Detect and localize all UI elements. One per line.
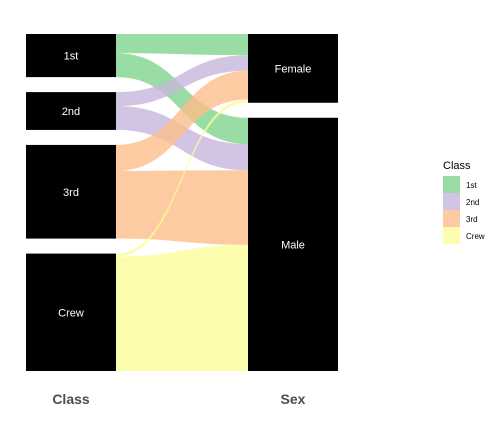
stratum-3rd xyxy=(26,144,116,239)
legend-label-3rd: 3rd xyxy=(466,215,478,224)
stratum-label-female: Female xyxy=(275,63,312,75)
legend-swatch-1st xyxy=(443,176,460,193)
flow-2nd-female xyxy=(116,55,248,107)
legend-label-crew: Crew xyxy=(466,232,485,241)
legend-swatch-crew xyxy=(443,227,460,244)
stratum-label-3rd: 3rd xyxy=(63,187,79,199)
stratum-label-2nd: 2nd xyxy=(62,106,80,118)
legend: Class 1st 2nd 3rd Crew xyxy=(443,160,485,244)
axis-labels: Class Sex xyxy=(52,391,305,407)
stratum-male xyxy=(248,117,338,372)
flow-1st-female xyxy=(116,34,248,56)
flow-crew-female xyxy=(116,99,248,257)
flow-2nd-male xyxy=(116,106,248,171)
stratum-label-male: Male xyxy=(281,239,305,251)
flow-crew-male xyxy=(116,244,248,371)
stratum-crew xyxy=(26,253,116,371)
flow-3rd-female xyxy=(116,70,248,171)
nodes-layer: 1st 2nd 3rd Crew Female Male xyxy=(26,34,338,372)
legend-title: Class xyxy=(443,160,471,172)
legend-label-1st: 1st xyxy=(466,181,477,190)
flows-layer xyxy=(116,34,248,371)
stratum-female xyxy=(248,34,338,103)
flow-1st-male xyxy=(116,53,248,145)
stratum-label-1st: 1st xyxy=(64,51,79,63)
legend-swatch-3rd xyxy=(443,210,460,227)
flow-3rd-male xyxy=(116,170,248,245)
legend-label-2nd: 2nd xyxy=(466,198,479,207)
stratum-label-crew: Crew xyxy=(58,307,84,319)
legend-swatch-2nd xyxy=(443,193,460,210)
axis-label-sex: Sex xyxy=(281,391,306,407)
stratum-2nd xyxy=(26,92,116,130)
stratum-1st xyxy=(26,34,116,78)
axis-label-class: Class xyxy=(52,391,90,407)
